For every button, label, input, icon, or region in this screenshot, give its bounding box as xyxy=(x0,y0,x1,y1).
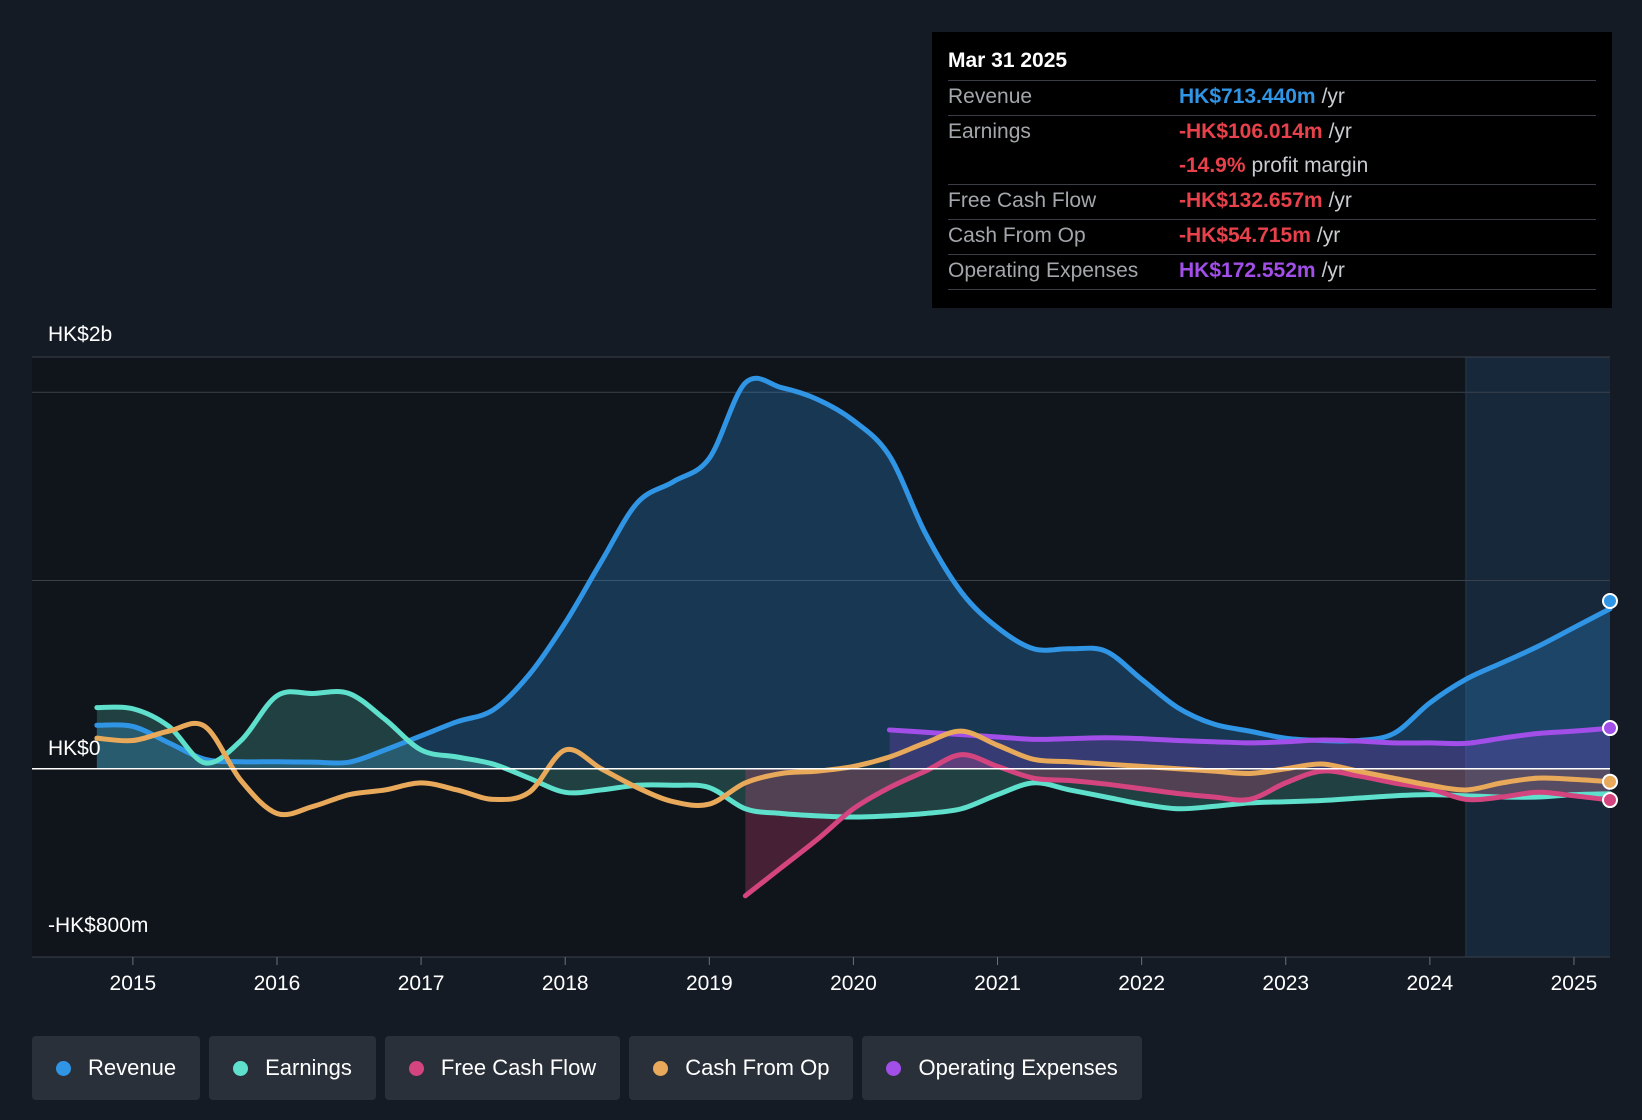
revenue-end-marker xyxy=(1602,593,1618,609)
legend-label: Operating Expenses xyxy=(918,1055,1118,1080)
free-cash-flow-end-marker xyxy=(1602,792,1618,809)
legend-label: Revenue xyxy=(88,1055,177,1080)
x-tick-label: 2023 xyxy=(1262,972,1309,995)
x-tick-label: 2015 xyxy=(110,972,157,995)
chart-tooltip: Mar 31 2025 Revenue HK$713.440m /yr Earn… xyxy=(932,32,1612,308)
tooltip-suffix: /yr xyxy=(1328,120,1352,143)
forecast-region xyxy=(1465,357,1610,957)
tooltip-row-profit-margin: -14.9% profit margin xyxy=(948,150,1596,185)
legend-item-earnings[interactable]: Earnings xyxy=(209,1036,376,1100)
tooltip-row-operating-expenses: Operating Expenses HK$172.552m /yr xyxy=(948,255,1596,290)
x-tick-label: 2025 xyxy=(1551,972,1598,995)
plot-area xyxy=(32,357,1610,957)
legend-label: Cash From Op xyxy=(685,1055,830,1080)
legend-label: Free Cash Flow xyxy=(440,1055,597,1080)
x-tick-label: 2024 xyxy=(1407,972,1454,995)
tooltip-value: -HK$54.715m xyxy=(1179,224,1311,247)
cash-from-op-dot-icon xyxy=(653,1060,669,1076)
tooltip-suffix: /yr xyxy=(1316,224,1341,247)
tooltip-value: HK$713.440m xyxy=(1179,85,1316,108)
x-tick-label: 2021 xyxy=(974,972,1021,995)
tooltip-value: -HK$132.657m xyxy=(1179,189,1323,212)
revenue-dot-icon xyxy=(56,1060,71,1076)
revenue-area xyxy=(96,378,1610,769)
cash-from-op-line xyxy=(94,720,1613,818)
earnings-line xyxy=(94,688,1613,820)
y-tick-label: HK$0 xyxy=(48,737,101,760)
tooltip-suffix: profit margin xyxy=(1251,154,1369,177)
free-cash-flow-area xyxy=(745,754,1610,896)
free-cash-flow-line xyxy=(742,752,1613,899)
tooltip-row-free-cash-flow: Free Cash Flow -HK$132.657m /yr xyxy=(948,185,1596,220)
tooltip-label xyxy=(948,150,1179,184)
tooltip-row-earnings: Earnings -HK$106.014m /yr xyxy=(948,116,1596,150)
tooltip-row-cash-from-op: Cash From Op -HK$54.715m /yr xyxy=(948,220,1596,255)
x-tick-label: 2020 xyxy=(830,972,877,995)
tooltip-suffix: /yr xyxy=(1321,259,1345,282)
tooltip-suffix: /yr xyxy=(1328,189,1352,212)
chart-legend: Revenue Earnings Free Cash Flow Cash Fro… xyxy=(32,1036,1142,1100)
y-tick-label: HK$2b xyxy=(48,323,112,346)
earnings-area xyxy=(96,691,1610,817)
tooltip-value: -14.9% xyxy=(1179,154,1246,177)
tooltip-label: Cash From Op xyxy=(948,224,1086,247)
tooltip-row-revenue: Revenue HK$713.440m /yr xyxy=(948,81,1596,116)
legend-item-operating-expenses[interactable]: Operating Expenses xyxy=(862,1036,1142,1100)
x-tick-label: 2019 xyxy=(686,972,733,995)
legend-label: Earnings xyxy=(265,1055,352,1080)
operating-expenses-end-marker xyxy=(1602,720,1618,737)
tooltip-label: Earnings xyxy=(948,120,1031,143)
legend-item-cash-from-op[interactable]: Cash From Op xyxy=(629,1036,854,1100)
tooltip-date: Mar 31 2025 xyxy=(948,46,1596,81)
x-tick-label: 2016 xyxy=(254,972,301,995)
operating-expenses-dot-icon xyxy=(886,1060,902,1076)
tooltip-label: Operating Expenses xyxy=(948,259,1139,282)
tooltip-suffix: /yr xyxy=(1321,85,1345,108)
x-tick-label: 2018 xyxy=(542,972,589,995)
tooltip-value: HK$172.552m xyxy=(1179,259,1316,282)
operating-expenses-line xyxy=(886,725,1613,747)
x-tick-label: 2017 xyxy=(398,972,445,995)
operating-expenses-area xyxy=(889,728,1610,769)
tooltip-value: -HK$106.014m xyxy=(1179,120,1323,143)
legend-item-free-cash-flow[interactable]: Free Cash Flow xyxy=(384,1036,621,1100)
x-tick-label: 2022 xyxy=(1118,972,1165,995)
tooltip-label: Revenue xyxy=(948,85,1033,108)
free-cash-flow-dot-icon xyxy=(408,1060,424,1076)
cash-from-op-end-marker xyxy=(1602,773,1618,790)
legend-item-revenue[interactable]: Revenue xyxy=(32,1036,201,1100)
earnings-dot-icon xyxy=(233,1060,249,1076)
tooltip-label: Free Cash Flow xyxy=(948,189,1097,212)
y-tick-label: -HK$800m xyxy=(48,914,148,937)
